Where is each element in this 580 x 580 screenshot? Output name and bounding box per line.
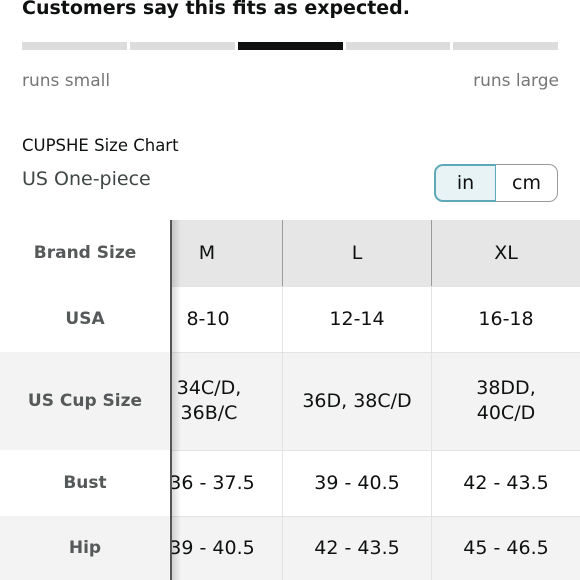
column-divider [431,286,432,580]
table-cell: 34C/D, 36B/C [176,377,242,424]
unit-cm-button[interactable]: cm [496,164,558,202]
table-cell: 45 - 46.5 [463,536,549,559]
row-divider [0,450,580,451]
table-cell: 38DD, 40C/D [476,377,536,424]
table-cell: 39 - 40.5 [314,471,400,494]
runs-large-label: runs large [473,71,559,91]
row-header-usa: USA [0,286,170,352]
fit-scale-bar [22,42,558,50]
fit-scale-segment-4 [346,42,450,50]
row-divider [0,286,580,287]
header-row-bg [171,220,580,286]
fit-summary-title: Customers say this fits as expected. [22,0,410,19]
row-header-us-cup-size: US Cup Size [0,352,170,450]
column-header-l: L [351,241,363,264]
sticky-column-shadow [171,220,181,580]
table-cell: 16-18 [478,307,534,330]
column-divider [282,286,283,580]
column-divider [431,220,432,286]
fit-scale-segment-2 [130,42,235,50]
size-chart-subtitle: US One-piece [22,168,151,190]
row-header-brand-size: Brand Size [0,220,170,286]
sticky-column-border [170,220,172,580]
size-chart-table[interactable]: Brand Size USA US Cup Size Bust Hip M L … [0,220,580,580]
row-header-hip: Hip [0,516,170,580]
table-cell: 42 - 43.5 [314,536,400,559]
row-divider [0,516,580,517]
table-cell: 8-10 [186,307,230,330]
table-cell: 39 - 40.5 [169,536,255,559]
fit-scale-segment-1 [22,42,127,50]
size-chart-title: CUPSHE Size Chart [22,136,179,155]
table-cell: 42 - 43.5 [463,471,549,494]
table-cell: 36 - 37.5 [169,471,255,494]
fit-scale-segment-5 [453,42,558,50]
column-header-m: M [198,241,216,264]
runs-small-label: runs small [22,71,111,91]
unit-in-button[interactable]: in [434,164,497,202]
row-header-bust: Bust [0,450,170,516]
table-cell: 12-14 [329,307,385,330]
column-header-xl: XL [494,241,518,264]
unit-toggle: in cm [434,164,558,202]
fit-scale-segment-3 [238,42,343,50]
table-cell: 36D, 38C/D [302,389,412,412]
column-divider [282,220,283,286]
row-divider [0,352,580,353]
